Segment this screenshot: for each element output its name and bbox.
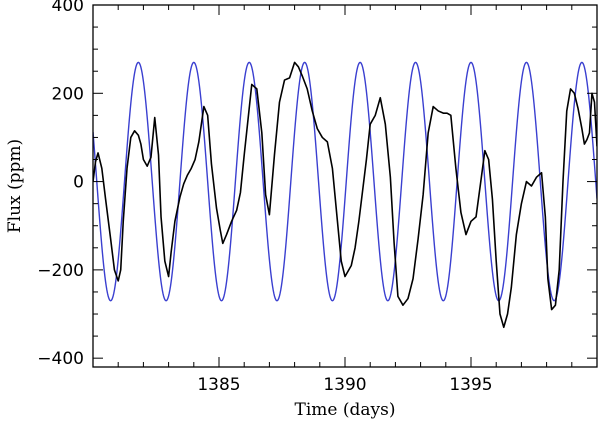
model-series-layer: [93, 61, 597, 302]
x-tick-label: 1390: [323, 375, 366, 395]
y-tick-label: 400: [52, 0, 84, 16]
tick-labels: 1385 1390 1395 −400 −200 0 200 400: [37, 0, 492, 395]
x-tick-label: 1385: [197, 375, 240, 395]
x-tick-label: 1395: [449, 375, 492, 395]
y-tick-label: 200: [52, 84, 84, 104]
y-tick-label: −400: [37, 349, 84, 369]
x-axis-title: Time (days): [295, 400, 396, 420]
y-axis-title: Flux (ppm): [5, 139, 25, 233]
y-tick-label: 0: [73, 173, 84, 193]
axis-ticks: [92, 4, 598, 367]
plot-frame: [92, 4, 598, 368]
y-tick-label: −200: [37, 261, 84, 281]
observed-series-layer: [93, 61, 597, 329]
observed-flux-line: [93, 61, 597, 329]
model-sine-line: [93, 61, 597, 302]
